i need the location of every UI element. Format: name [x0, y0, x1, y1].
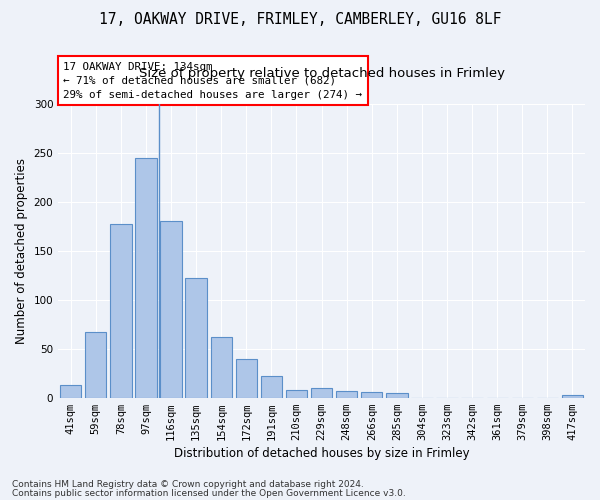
Text: Contains HM Land Registry data © Crown copyright and database right 2024.: Contains HM Land Registry data © Crown c…: [12, 480, 364, 489]
Text: 17, OAKWAY DRIVE, FRIMLEY, CAMBERLEY, GU16 8LF: 17, OAKWAY DRIVE, FRIMLEY, CAMBERLEY, GU…: [99, 12, 501, 28]
Bar: [85, 332, 106, 398]
Bar: [261, 376, 282, 398]
Bar: [160, 221, 182, 398]
Y-axis label: Number of detached properties: Number of detached properties: [15, 158, 28, 344]
Bar: [211, 337, 232, 398]
Bar: [286, 390, 307, 398]
Text: Contains public sector information licensed under the Open Government Licence v3: Contains public sector information licen…: [12, 488, 406, 498]
X-axis label: Distribution of detached houses by size in Frimley: Distribution of detached houses by size …: [174, 447, 469, 460]
Title: Size of property relative to detached houses in Frimley: Size of property relative to detached ho…: [139, 66, 505, 80]
Bar: [562, 395, 583, 398]
Bar: [386, 393, 407, 398]
Bar: [236, 358, 257, 398]
Bar: [311, 388, 332, 398]
Bar: [136, 158, 157, 398]
Bar: [185, 278, 207, 398]
Bar: [110, 224, 131, 398]
Text: 17 OAKWAY DRIVE: 134sqm
← 71% of detached houses are smaller (682)
29% of semi-d: 17 OAKWAY DRIVE: 134sqm ← 71% of detache…: [63, 62, 362, 100]
Bar: [361, 392, 382, 398]
Bar: [60, 385, 82, 398]
Bar: [336, 391, 358, 398]
